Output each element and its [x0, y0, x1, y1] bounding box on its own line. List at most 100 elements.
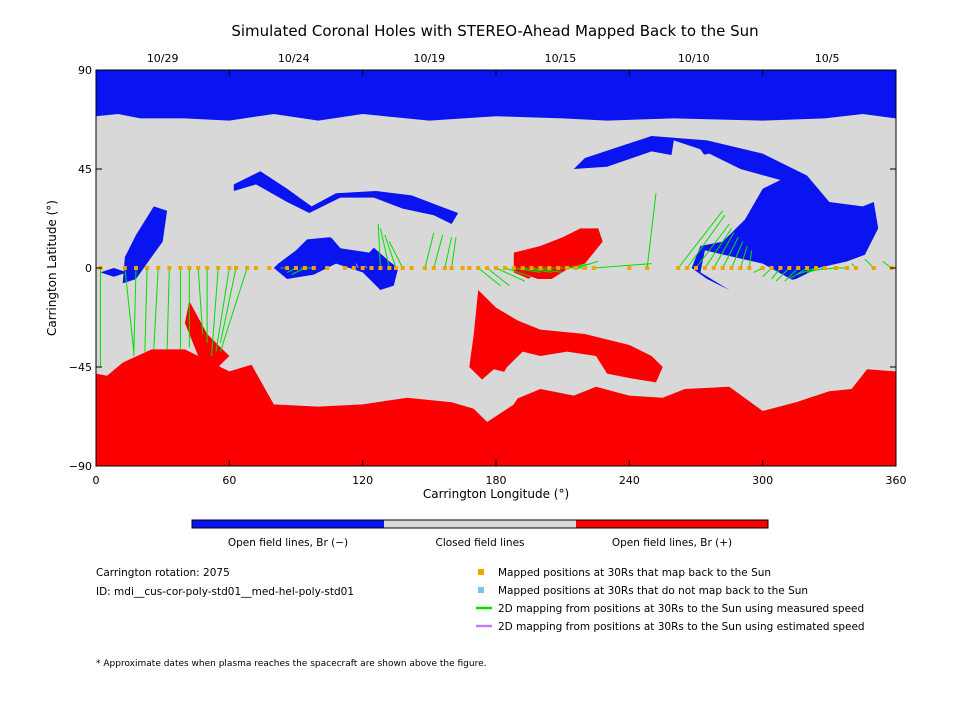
mapped-point-57 [720, 266, 725, 270]
negative-polar-hole [96, 70, 896, 121]
mapped-point-15 [267, 266, 272, 270]
measured-mapping-line-52 [775, 267, 790, 282]
mapped-point-13 [245, 266, 250, 270]
x-tick-label-3: 180 [486, 474, 507, 487]
mapped-point-18 [302, 266, 307, 270]
mapped-point-46 [565, 266, 570, 270]
mapped-point-9 [205, 266, 210, 270]
measured-mapping-line-46 [731, 241, 744, 269]
positive-hole-1 [469, 290, 663, 383]
measured-mapping-line-2 [133, 267, 137, 357]
y-tick-label-1: 45 [78, 163, 92, 176]
measured-mapping-line-1 [124, 267, 135, 352]
x-tick-label-5: 300 [752, 474, 773, 487]
mapped-point-12 [234, 266, 238, 270]
measured-mapping-line-20 [384, 234, 397, 269]
negative-hole-3 [122, 206, 168, 284]
mapped-point-2 [134, 266, 138, 270]
mapped-point-1 [122, 266, 127, 270]
positive-hole-0 [513, 228, 603, 279]
colorbar-frame [191, 519, 769, 529]
measured-mapping-line-12 [219, 267, 237, 343]
colorbar-label-2: Open field lines, Br (+) [612, 537, 732, 549]
measured-mapping-line-28 [495, 267, 526, 282]
legend-label-1: Mapped positions at 30Rs that do not map… [498, 585, 808, 597]
mapped-point-26 [387, 266, 392, 270]
measured-mapping-line-8 [197, 267, 204, 335]
measured-mapping-line-13 [219, 267, 248, 352]
mapped-point-29 [409, 266, 414, 270]
legend-swatch-0 [478, 569, 484, 575]
x-axis-label: Carrington Longitude (°) [423, 487, 569, 501]
mapped-point-43 [538, 266, 543, 270]
mapped-point-4 [156, 266, 161, 270]
mapped-point-53 [685, 266, 690, 270]
plot-area [96, 70, 896, 466]
measured-mapping-line-10 [211, 267, 219, 357]
measured-mapping-line-30 [513, 267, 541, 273]
mapped-point-5 [167, 266, 172, 270]
y-tick-label-4: −90 [69, 460, 92, 473]
mapped-point-52 [676, 266, 681, 270]
legend-label-2: 2D mapping from positions at 30Rs to the… [498, 603, 864, 615]
mapped-point-27 [394, 266, 398, 270]
mapped-point-24 [369, 266, 374, 270]
measured-mapping-line-40 [677, 210, 724, 269]
mapped-point-63 [778, 266, 783, 270]
mapped-point-61 [760, 266, 765, 270]
colorbar-segment-1 [384, 520, 576, 528]
y-axis-label: Carrington Latitude (°) [45, 200, 59, 336]
mapped-point-16 [285, 266, 290, 270]
mapped-point-32 [442, 266, 447, 270]
measured-mapping-line-41 [686, 214, 726, 269]
mapped-point-37 [485, 266, 490, 270]
measured-mapping-line-4 [153, 267, 159, 350]
mapped-point-72 [871, 266, 876, 270]
closed-island-0 [700, 250, 821, 308]
top-date-label-3: 10/15 [545, 52, 577, 65]
mapped-point-48 [582, 266, 587, 270]
measured-mapping-line-47 [739, 245, 748, 269]
closed-island-2 [469, 369, 525, 422]
colorbar-segment-2 [576, 520, 768, 528]
mapped-point-8 [196, 266, 201, 270]
mapped-point-23 [360, 266, 365, 270]
x-tick-label-2: 120 [352, 474, 373, 487]
legend-label-0: Mapped positions at 30Rs that map back t… [498, 567, 771, 579]
mapped-point-20 [325, 266, 330, 270]
mapped-point-39 [502, 266, 507, 270]
mapped-point-3 [145, 266, 150, 270]
mapped-point-14 [254, 266, 258, 270]
measured-mapping-line-31 [522, 267, 552, 273]
legend-label-3: 2D mapping from positions at 30Rs to the… [498, 621, 865, 633]
top-date-label-0: 10/29 [147, 52, 179, 65]
mapped-point-34 [460, 266, 465, 270]
measured-mapping-line-5 [166, 267, 170, 350]
negative-hole-2 [573, 136, 879, 290]
measured-mapping-line-32 [531, 267, 563, 273]
closed-island-1 [518, 276, 572, 304]
colorbar: Open field lines, Br (−) Closed field lin… [191, 519, 769, 549]
negative-hole-0 [233, 171, 459, 224]
negative-hole-4 [100, 268, 128, 277]
x-tick-label-0: 0 [93, 474, 100, 487]
mapped-point-50 [627, 266, 632, 270]
measured-mapping-line-11 [215, 267, 230, 352]
mapped-point-51 [645, 266, 650, 270]
top-date-label-2: 10/19 [413, 52, 445, 65]
measured-mapping-line-37 [575, 260, 599, 269]
mapped-point-25 [378, 266, 383, 270]
mapped-point-62 [769, 266, 774, 270]
mapped-point-35 [467, 266, 472, 270]
estimated-mapping-line-0 [355, 263, 359, 269]
legend: Mapped positions at 30Rs that map back t… [476, 567, 865, 633]
mapped-point-58 [729, 266, 734, 270]
mapped-point-65 [796, 266, 801, 270]
closed-island-3 [669, 140, 719, 187]
measured-mapping-line-16 [291, 267, 306, 276]
colorbar-label-1: Closed field lines [435, 537, 524, 549]
measured-mapping-line-43 [704, 228, 732, 269]
mapped-point-69 [834, 266, 838, 270]
mapped-point-33 [449, 266, 454, 270]
mapped-point-56 [711, 266, 716, 270]
